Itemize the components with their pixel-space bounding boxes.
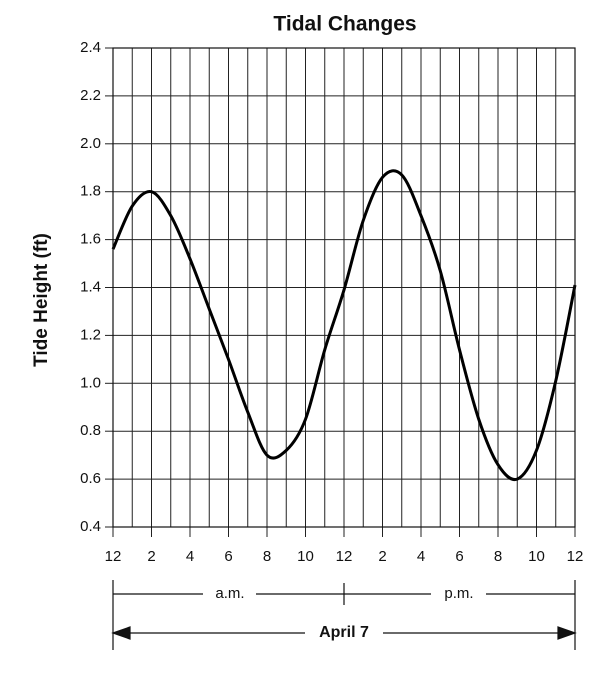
pm-label: p.m. xyxy=(444,585,473,602)
x-tick-label: 6 xyxy=(224,548,232,565)
x-tick-label: 8 xyxy=(263,548,271,565)
plot-frame xyxy=(112,47,576,528)
x-tick-label: 12 xyxy=(336,548,353,565)
annotation-brackets xyxy=(111,580,577,650)
y-tick-label: 1.8 xyxy=(80,183,101,200)
x-tick-label: 8 xyxy=(494,548,502,565)
x-tick-label: 4 xyxy=(417,548,425,565)
x-tick-label: 2 xyxy=(147,548,155,565)
y-tick-label: 0.6 xyxy=(80,470,101,487)
x-tick-label: 10 xyxy=(528,548,545,565)
y-tick-label: 1.2 xyxy=(80,326,101,343)
x-tick-label: 6 xyxy=(455,548,463,565)
y-tick-label: 2.2 xyxy=(80,87,101,104)
y-axis-label: Tide Height (ft) xyxy=(31,233,52,367)
y-tick-label: 0.4 xyxy=(80,518,101,535)
y-tick-label: 1.4 xyxy=(80,278,101,295)
y-tick-label: 2.4 xyxy=(80,39,101,56)
x-tick-label: 12 xyxy=(105,548,122,565)
y-tick-label: 1.0 xyxy=(80,374,101,391)
y-tick-label: 0.8 xyxy=(80,422,101,439)
y-tick-label: 1.6 xyxy=(80,231,101,248)
x-tick-label: 10 xyxy=(297,548,314,565)
date-label: April 7 xyxy=(319,624,369,641)
y-tick-label: 2.0 xyxy=(80,135,101,152)
x-tick-label: 12 xyxy=(567,548,584,565)
am-label: a.m. xyxy=(215,585,244,602)
x-tick-label: 4 xyxy=(186,548,194,565)
chart-title: Tidal Changes xyxy=(273,13,416,36)
x-tick-label: 2 xyxy=(378,548,386,565)
tide-line xyxy=(111,169,577,482)
